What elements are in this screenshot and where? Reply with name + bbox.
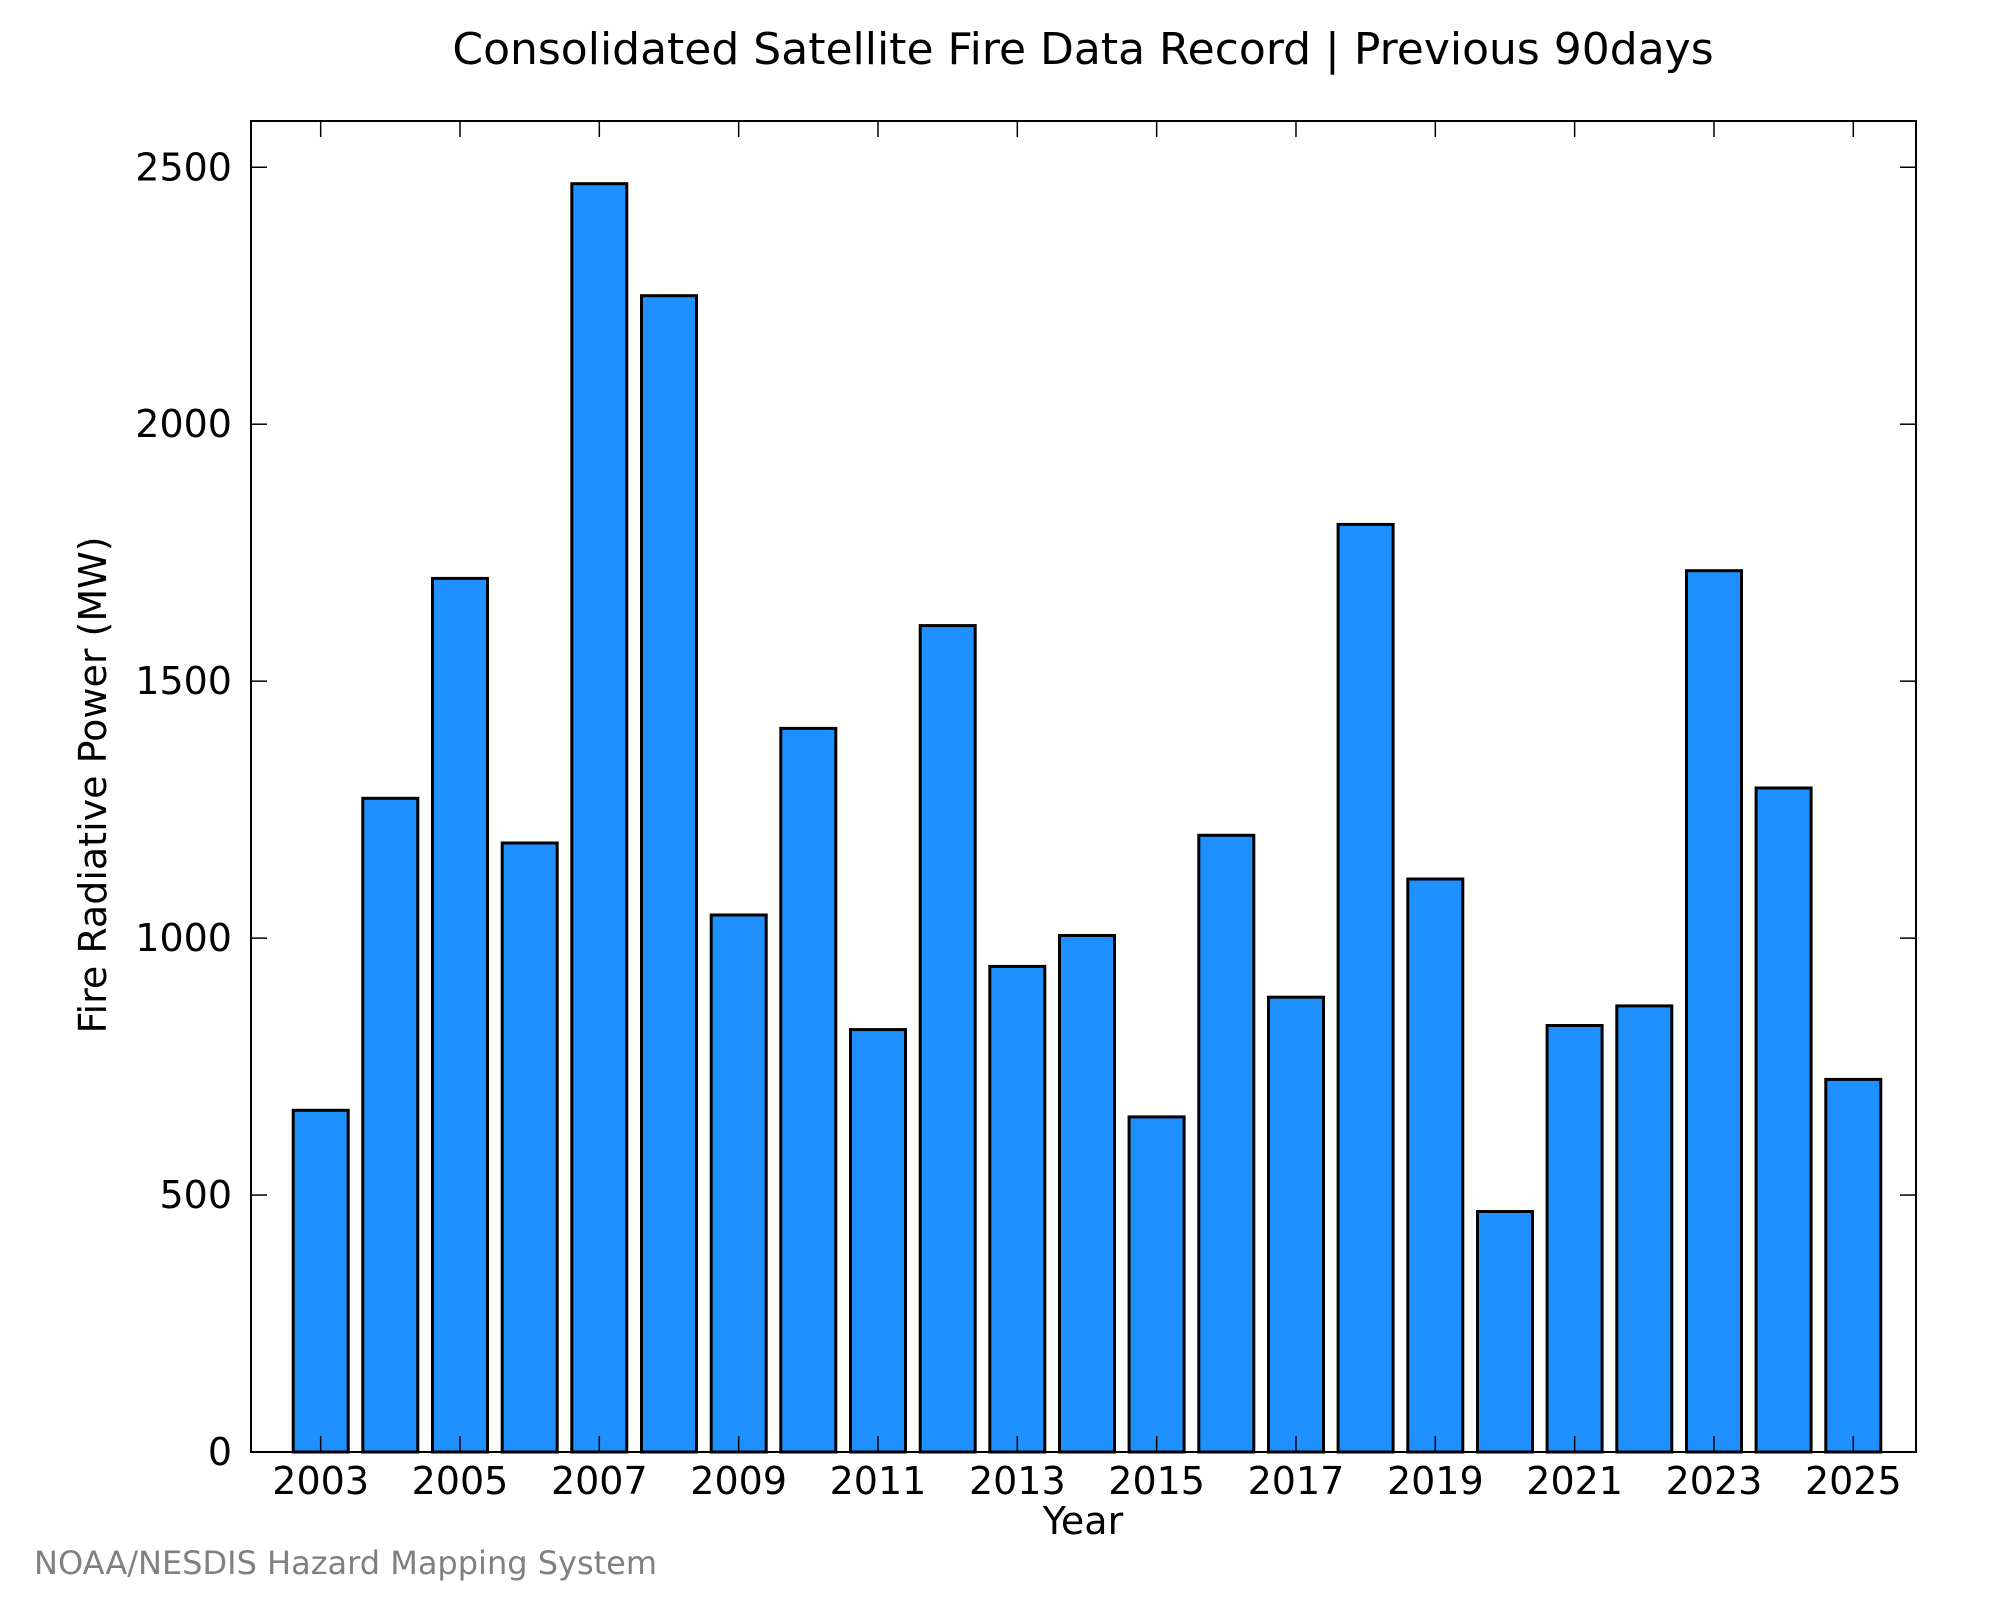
y-tick-label-0: 0 bbox=[208, 1430, 232, 1474]
x-axis-ticks: 2003 2005 2007 2009 2011 2013 2015 2017 2019 2021… bbox=[272, 121, 1902, 1503]
y-axis-label: Fire Radiative Power (MW) bbox=[71, 536, 115, 1033]
bar-2017 bbox=[1267, 995, 1325, 1454]
bar-2009 bbox=[709, 913, 768, 1454]
x-tick-label-2011: 2011 bbox=[830, 1459, 927, 1503]
x-tick-label-2007: 2007 bbox=[551, 1459, 648, 1503]
x-tick-label-2025: 2025 bbox=[1805, 1459, 1902, 1503]
bar-2012 bbox=[918, 624, 977, 1454]
x-tick-label-2015: 2015 bbox=[1108, 1459, 1205, 1503]
x-tick-label-2021: 2021 bbox=[1526, 1459, 1623, 1503]
y-tick-label-2500: 2500 bbox=[135, 145, 232, 189]
bars-group bbox=[291, 182, 1883, 1454]
plot-frame bbox=[250, 120, 1917, 1453]
y-tick-label-1500: 1500 bbox=[135, 659, 232, 703]
bar-2025 bbox=[1824, 1077, 1883, 1454]
x-tick-label-2023: 2023 bbox=[1666, 1459, 1763, 1503]
bar-2018 bbox=[1336, 522, 1395, 1454]
bar-2024 bbox=[1754, 786, 1813, 1454]
x-tick-label-2003: 2003 bbox=[272, 1459, 369, 1503]
chart-title: Consolidated Satellite Fire Data Record … bbox=[452, 24, 1713, 75]
bar-2003 bbox=[291, 1108, 350, 1454]
bar-2008 bbox=[640, 294, 698, 1454]
bar-2011 bbox=[849, 1028, 907, 1454]
bar-2005 bbox=[431, 576, 489, 1454]
source-credit: NOAA/NESDIS Hazard Mapping System bbox=[34, 1544, 657, 1582]
y-axis-ticks: 0 500 1000 1500 2000 2500 bbox=[135, 145, 1916, 1474]
x-tick-label-2013: 2013 bbox=[969, 1459, 1066, 1503]
bar-2010 bbox=[779, 726, 838, 1454]
bar-2016 bbox=[1197, 833, 1256, 1454]
bar-2007 bbox=[570, 182, 629, 1454]
y-tick-label-2000: 2000 bbox=[135, 402, 232, 446]
bar-2021 bbox=[1545, 1024, 1604, 1454]
x-axis-label: Year bbox=[1042, 1499, 1124, 1543]
y-tick-label-1000: 1000 bbox=[135, 916, 232, 960]
x-tick-label-2005: 2005 bbox=[412, 1459, 509, 1503]
x-tick-label-2019: 2019 bbox=[1387, 1459, 1484, 1503]
bar-2022 bbox=[1615, 1004, 1674, 1454]
bar-2023 bbox=[1685, 569, 1743, 1454]
bar-2014 bbox=[1058, 934, 1116, 1454]
x-tick-label-2017: 2017 bbox=[1248, 1459, 1345, 1503]
bar-2020 bbox=[1476, 1210, 1534, 1454]
bar-2004 bbox=[361, 796, 420, 1454]
bar-2013 bbox=[988, 964, 1047, 1454]
bar-2015 bbox=[1127, 1115, 1186, 1454]
bar-2019 bbox=[1406, 877, 1465, 1454]
bar-2006 bbox=[500, 841, 559, 1454]
x-tick-label-2009: 2009 bbox=[690, 1459, 787, 1503]
y-tick-label-500: 500 bbox=[159, 1173, 232, 1217]
